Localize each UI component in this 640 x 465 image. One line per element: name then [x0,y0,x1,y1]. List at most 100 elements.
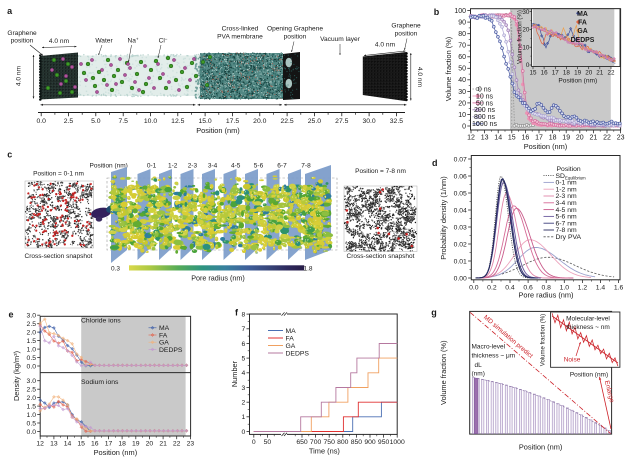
svg-text:4-5: 4-5 [231,163,241,170]
svg-text:Molecular-level: Molecular-level [566,316,610,323]
svg-text:5: 5 [242,356,246,363]
svg-text:30: 30 [458,89,466,96]
svg-text:3-4: 3-4 [208,163,218,170]
svg-text:PVA membrane: PVA membrane [217,34,263,41]
svg-text:6: 6 [242,341,246,348]
svg-text:10: 10 [458,112,466,119]
svg-text:4.0 nm: 4.0 nm [375,42,396,49]
svg-text:18: 18 [549,135,557,142]
svg-text:7: 7 [242,326,246,333]
svg-text:0: 0 [252,439,256,446]
svg-text:thickness ~ μm: thickness ~ μm [472,353,516,360]
svg-text:6-7 nm: 6-7 nm [556,220,577,227]
svg-text:90: 90 [458,20,466,27]
svg-text:1000: 1000 [390,439,405,446]
svg-text:1.2: 1.2 [578,284,588,291]
svg-text:Position (nm): Position (nm) [90,163,128,170]
svg-text:4.0 nm: 4.0 nm [49,38,70,45]
svg-text:Cl−: Cl− [159,37,168,45]
svg-text:1.4: 1.4 [596,284,606,291]
svg-text:2.0: 2.0 [27,330,37,337]
svg-text:Cross-section snapshot: Cross-section snapshot [25,253,93,260]
svg-text:Position = 7-8 nm: Position = 7-8 nm [355,168,406,175]
svg-text:SDEquilibrium: SDEquilibrium [556,173,587,181]
svg-text:0.3: 0.3 [111,265,120,272]
svg-text:2.5: 2.5 [27,387,37,394]
svg-text:Sodium ions: Sodium ions [81,379,119,386]
svg-text:(nm): (nm) [472,371,485,378]
svg-text:GA: GA [159,340,169,347]
svg-text:15.0: 15.0 [198,118,211,125]
svg-text:7-8: 7-8 [301,163,311,170]
svg-text:e: e [8,310,13,320]
svg-text:23: 23 [187,441,195,448]
svg-text:17: 17 [535,135,543,142]
svg-text:16: 16 [91,441,99,448]
svg-text:Position (nm): Position (nm) [524,142,568,151]
svg-text:Opening Graphene: Opening Graphene [267,26,323,33]
svg-text:21: 21 [596,70,604,77]
svg-text:Vacuum layer: Vacuum layer [320,36,361,43]
svg-text:DEDPS: DEDPS [159,347,183,354]
svg-text:FA: FA [286,335,295,342]
svg-text:20: 20 [585,70,593,77]
svg-text:b: b [434,7,440,17]
svg-text:position: position [284,34,307,41]
svg-text:20: 20 [146,441,154,448]
svg-text:18: 18 [563,70,571,77]
svg-text:19: 19 [562,135,570,142]
svg-text:0-1: 0-1 [147,163,157,170]
svg-text:21: 21 [590,135,598,142]
svg-text:32.5: 32.5 [390,118,403,125]
svg-text:5-6: 5-6 [254,163,264,170]
svg-text:1.0: 1.0 [560,284,570,291]
svg-text:0.04: 0.04 [454,207,467,214]
svg-text:700: 700 [310,439,322,446]
svg-text:4: 4 [242,370,246,377]
svg-text:17: 17 [105,441,113,448]
svg-text:Pore radius (nm): Pore radius (nm) [518,291,573,300]
svg-text:Pore radius (nm): Pore radius (nm) [191,274,245,283]
svg-text:Position (nm): Position (nm) [196,126,240,135]
svg-text:FA: FA [578,20,587,27]
svg-text:22.5: 22.5 [280,118,293,125]
svg-text:2.5: 2.5 [27,321,37,328]
svg-text:20: 20 [576,135,584,142]
svg-text:0.8: 0.8 [541,284,551,291]
svg-text:2-3 nm: 2-3 nm [556,193,577,200]
svg-text:0.03: 0.03 [454,224,467,231]
svg-text:17.5: 17.5 [226,118,239,125]
svg-text:750: 750 [324,439,336,446]
svg-text:22: 22 [603,135,611,142]
svg-text:15: 15 [77,441,85,448]
svg-text:1.0: 1.0 [27,347,37,354]
svg-text:60: 60 [458,54,466,61]
svg-text:Position (nm): Position (nm) [558,78,597,85]
svg-text:Graphene: Graphene [7,30,37,37]
svg-text:1.0: 1.0 [27,412,37,419]
svg-text:3.0: 3.0 [27,378,37,385]
svg-text:23: 23 [617,135,625,142]
svg-text:10 ns: 10 ns [476,93,494,100]
svg-text:1.5: 1.5 [27,404,37,411]
svg-text:0.06: 0.06 [454,173,467,180]
svg-text:0: 0 [242,429,246,436]
svg-text:27.5: 27.5 [335,118,348,125]
svg-text:FA: FA [159,332,168,339]
svg-text:21: 21 [159,441,167,448]
svg-text:thickness ~ nm: thickness ~ nm [566,324,610,331]
svg-text:MA: MA [577,11,588,18]
svg-text:22: 22 [173,441,181,448]
svg-text:3-4 nm: 3-4 nm [556,200,577,207]
svg-text:a: a [7,6,13,16]
svg-text:Density (kg/m³): Density (kg/m³) [12,351,21,401]
svg-text:1-2: 1-2 [168,163,178,170]
svg-text:12: 12 [36,441,44,448]
svg-text:16: 16 [541,70,549,77]
svg-text:Volume fraction (%): Volume fraction (%) [444,37,453,102]
svg-text:12.5: 12.5 [171,118,184,125]
svg-text:17: 17 [552,70,560,77]
svg-text:Position = 0-1 nm: Position = 0-1 nm [33,171,84,178]
svg-text:0.00: 0.00 [454,275,467,282]
svg-text:80: 80 [458,31,466,38]
